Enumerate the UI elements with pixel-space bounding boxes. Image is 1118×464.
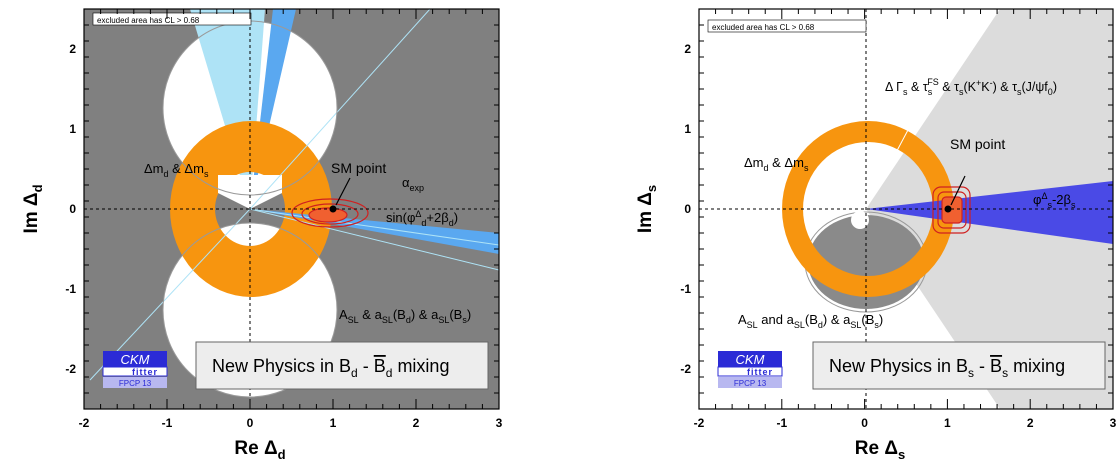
sm-point-marker <box>330 206 337 213</box>
y-tick-label: 0 <box>684 202 691 216</box>
ckmfitter-logo: CKM fitter FPCP 13 <box>103 351 167 388</box>
y-tick-label: -1 <box>65 282 76 296</box>
x-tick-label: 0 <box>247 416 254 430</box>
svg-text:CKM: CKM <box>736 352 765 367</box>
y-tick-label: -2 <box>680 362 691 376</box>
x-tick-label: -2 <box>694 416 705 430</box>
cl-note-text: excluded area has CL > 0.68 <box>712 23 815 32</box>
y-tick-label: -2 <box>65 362 76 376</box>
x-tick-label: -2 <box>79 416 90 430</box>
x-tick-label: 3 <box>496 416 503 430</box>
x-tick-label: 1 <box>330 416 337 430</box>
svg-text:fitter: fitter <box>132 367 158 377</box>
y-tick-label: 0 <box>69 202 76 216</box>
bs-mixing-chart: SM point excluded area has CL > 0.68 Δmd… <box>559 0 1118 464</box>
sm-point-label: SM point <box>331 160 386 176</box>
svg-text:FPCP 13: FPCP 13 <box>734 379 767 388</box>
x-axis-title: Re Δs <box>855 438 905 462</box>
x-tick-label: 0 <box>861 416 868 430</box>
y-tick-label: 1 <box>684 122 691 136</box>
x-tick-label: 1 <box>944 416 951 430</box>
x-tick-label: 3 <box>1110 416 1117 430</box>
y-tick-label: -1 <box>680 282 691 296</box>
fit-contour-inner <box>309 208 347 222</box>
sm-point-label: SM point <box>950 136 1005 152</box>
y-tick-label: 1 <box>69 122 76 136</box>
svg-text:FPCP 13: FPCP 13 <box>119 379 152 388</box>
ckmfitter-logo: CKM fitter FPCP 13 <box>718 351 782 388</box>
svg-text:CKM: CKM <box>121 352 150 367</box>
x-axis-title: Re Δd <box>234 438 285 462</box>
cl-note-text: excluded area has CL > 0.68 <box>97 16 200 25</box>
x-tick-label: 2 <box>413 416 420 430</box>
y-tick-label: 2 <box>684 42 691 56</box>
bd-mixing-chart: SM point excluded area has CL > 0.68 Δmd… <box>0 0 560 464</box>
svg-text:fitter: fitter <box>747 367 773 377</box>
x-tick-label: -1 <box>162 416 173 430</box>
sm-point-marker <box>945 206 952 213</box>
y-axis-title: Im Δs <box>635 185 659 233</box>
y-tick-label: 2 <box>69 42 76 56</box>
x-tick-label: -1 <box>776 416 787 430</box>
y-axis-title: Im Δd <box>21 184 45 233</box>
x-tick-label: 2 <box>1027 416 1034 430</box>
